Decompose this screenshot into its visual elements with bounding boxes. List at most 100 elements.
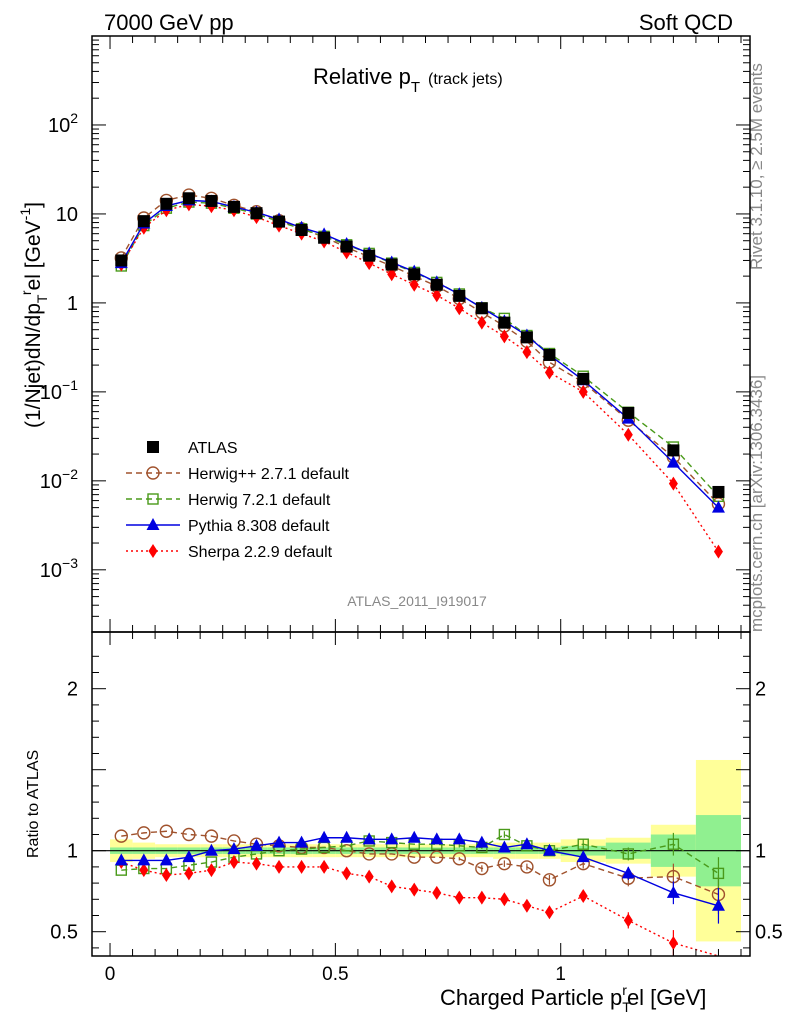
- ratio-point: [159, 824, 174, 838]
- data-point: [205, 194, 218, 207]
- data-point: [623, 427, 633, 442]
- ratio-point: [274, 859, 284, 874]
- ratio-point: [295, 835, 309, 848]
- data-point: [340, 240, 353, 253]
- legend-marker: [147, 493, 159, 505]
- ratio-point: [250, 838, 263, 851]
- ratio-point: [542, 843, 556, 856]
- x-tick-label: 1: [555, 964, 566, 985]
- ratio-point: [182, 827, 196, 842]
- ratio-point: [544, 905, 554, 920]
- data-point: [499, 329, 509, 344]
- ratio-point: [475, 835, 489, 848]
- ratio-point: [623, 913, 633, 928]
- ratio-point: [542, 873, 557, 887]
- ratio-point: [622, 848, 635, 860]
- ratio-point: [621, 866, 635, 879]
- ratio-tick-label-right: 1: [755, 841, 766, 863]
- data-point: [363, 249, 376, 262]
- y-tick-label: 10−3: [40, 555, 78, 582]
- data-point: [318, 231, 331, 244]
- ratio-point: [182, 850, 196, 863]
- legend-entry-1: Herwig++ 2.7.1 default: [126, 466, 350, 483]
- series-0: [115, 192, 725, 498]
- data-point: [227, 200, 240, 213]
- ratio-point: [577, 838, 589, 850]
- ratio-point: [499, 892, 509, 907]
- series-line: [120, 194, 719, 505]
- ratio-y-axis-label: Ratio to ATLAS: [25, 750, 42, 858]
- analysis-watermark: ATLAS_2011_I919017: [347, 593, 487, 609]
- y-tick-label: 102: [48, 110, 78, 137]
- ratio-point: [204, 843, 218, 856]
- ratio-point: [252, 856, 261, 871]
- main-plot-frame: [91, 35, 751, 633]
- ratio-point: [498, 828, 511, 841]
- legend: ATLAS Herwig++ 2.7.1 default Herwig 7.2.1 …: [126, 440, 350, 561]
- data-point: [273, 215, 286, 228]
- ratio-point: [317, 830, 331, 843]
- ratio-line: [121, 861, 719, 957]
- ratio-point: [227, 842, 241, 855]
- series-3: [114, 193, 725, 513]
- ratio-point: [668, 936, 678, 951]
- ratio-point: [385, 832, 399, 845]
- data-point: [454, 301, 464, 316]
- y-tick-label: 1: [67, 293, 78, 315]
- ratio-series-2: [115, 828, 725, 890]
- ratio-point: [362, 832, 376, 845]
- data-point: [543, 348, 556, 361]
- data-point: [475, 302, 488, 315]
- ratio-point: [137, 826, 151, 840]
- data-point: [430, 278, 443, 291]
- chart-title: Relative pT (track jets): [313, 64, 503, 96]
- ratio-point: [497, 840, 511, 853]
- ratio-point: [407, 850, 421, 864]
- data-point: [295, 223, 308, 236]
- legend-marker: [147, 441, 159, 453]
- data-point: [250, 207, 263, 220]
- ratio-point: [139, 863, 149, 878]
- mcplots-label: mcplots.cern.ch [arXiv:1306.3436]: [747, 375, 766, 632]
- data-point: [711, 500, 725, 513]
- ratio-point: [497, 856, 512, 871]
- header-right: Soft QCD: [639, 10, 733, 35]
- ratio-point: [712, 867, 725, 880]
- x-tick-label: 0: [105, 964, 116, 985]
- ratio-point: [711, 898, 725, 911]
- ratio-point: [161, 868, 171, 882]
- data-point: [522, 345, 532, 360]
- ratio-point: [362, 847, 376, 861]
- ratio-point: [667, 838, 680, 850]
- ratio-point: [407, 830, 421, 843]
- y-tick-label: 10−2: [40, 466, 78, 493]
- data-point: [666, 455, 680, 468]
- ratio-point: [340, 830, 354, 843]
- header-left: 7000 GeV pp: [104, 10, 234, 35]
- uncertainty-band: [92, 759, 750, 942]
- legend-label: ATLAS: [188, 440, 238, 457]
- data-point: [182, 192, 195, 205]
- y-axis-label: (1/Njet)dN/dpTrel [GeV-1]: [17, 202, 50, 428]
- data-point: [137, 215, 150, 228]
- ratio-point: [520, 837, 534, 850]
- ratio-plot-frame: [91, 631, 751, 957]
- series-layer: [114, 188, 726, 957]
- ratio-point: [520, 860, 534, 874]
- data-point: [712, 485, 725, 498]
- data-point: [387, 267, 397, 282]
- ratio-series-3: [114, 830, 725, 924]
- ratio-point: [576, 850, 590, 863]
- ratio-point: [339, 844, 354, 858]
- legend-label: Pythia 8.308 default: [188, 518, 330, 535]
- data-point: [409, 277, 419, 292]
- ratio-point: [229, 855, 239, 870]
- data-point: [544, 365, 554, 380]
- ratio-series-4: [116, 855, 719, 957]
- legend-entry-0: ATLAS: [147, 440, 238, 457]
- ratio-point: [204, 829, 219, 843]
- series-line: [120, 199, 719, 509]
- ratio-point: [319, 859, 329, 874]
- ratio-point: [114, 853, 128, 866]
